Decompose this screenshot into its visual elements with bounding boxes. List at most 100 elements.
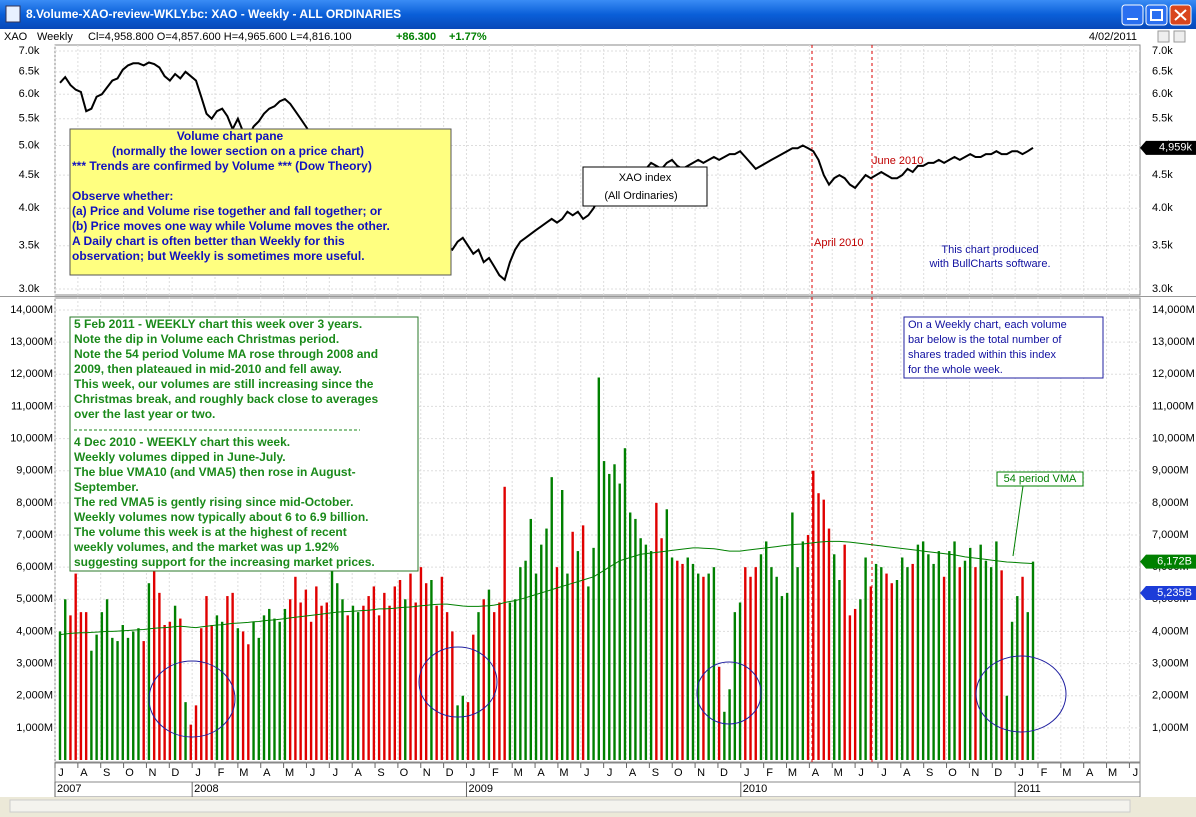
volume-bar bbox=[628, 512, 632, 760]
volume-bar bbox=[791, 512, 794, 760]
minimize-button[interactable] bbox=[1121, 4, 1144, 26]
window-title: 8.Volume-XAO-review-WKLY.bc: XAO - Weekl… bbox=[26, 7, 401, 21]
volume-bar bbox=[901, 557, 904, 760]
volume-bar bbox=[963, 560, 967, 760]
volume-bar bbox=[330, 567, 334, 760]
volume-bar bbox=[843, 544, 846, 760]
volume-bar bbox=[670, 557, 674, 760]
info-note-line: bar below is the total number of bbox=[908, 334, 1062, 346]
volume-bar bbox=[513, 599, 517, 760]
value-tag-label: 5,235B bbox=[1157, 587, 1192, 599]
volume-bar bbox=[482, 599, 485, 760]
volume-bar bbox=[571, 531, 574, 760]
volume-bar bbox=[451, 631, 454, 760]
x-tick-label: A bbox=[537, 767, 545, 779]
volume-bar bbox=[95, 634, 98, 760]
maximize-button[interactable] bbox=[1145, 4, 1168, 26]
y-tick-label-right: 6.0k bbox=[1152, 88, 1173, 100]
volume-bar bbox=[759, 554, 763, 760]
volume-bar bbox=[487, 589, 491, 760]
volume-bar bbox=[1005, 695, 1009, 760]
y-tick-label-right: 7.0k bbox=[1152, 45, 1173, 57]
volume-bar bbox=[702, 576, 705, 760]
volume-bar bbox=[247, 644, 250, 760]
vma-line bbox=[59, 540, 1034, 636]
volume-bar bbox=[566, 573, 569, 760]
volume-bar bbox=[498, 602, 501, 760]
volume-bar bbox=[765, 541, 768, 760]
volume-bar bbox=[932, 563, 935, 760]
pane-close[interactable] bbox=[1173, 30, 1186, 43]
y-tick-label: 9,000M bbox=[16, 465, 53, 477]
y-tick-label: 4.0k bbox=[19, 202, 40, 214]
pane-minimize[interactable] bbox=[1157, 30, 1170, 43]
y-tick-label: 3,000M bbox=[16, 657, 53, 669]
volume-bar bbox=[58, 631, 62, 760]
volume-bar bbox=[979, 544, 982, 760]
y-tick-label: 14,000M bbox=[10, 304, 53, 316]
volume-bar bbox=[372, 586, 376, 760]
volume-bar bbox=[754, 567, 757, 760]
y-tick-label: 2,000M bbox=[16, 690, 53, 702]
y-tick-label: 6,000M bbox=[16, 561, 53, 573]
x-tick-label: O bbox=[674, 767, 683, 779]
y-tick-label: 6.0k bbox=[19, 88, 40, 100]
volume-bar bbox=[775, 576, 778, 760]
volume-bar bbox=[158, 592, 161, 760]
volume-bar bbox=[69, 615, 72, 760]
volume-bar bbox=[90, 650, 93, 760]
x-tick-label: M bbox=[1062, 767, 1071, 779]
volume-bar bbox=[592, 547, 595, 760]
info-bar bbox=[0, 29, 1196, 44]
x-tick-label: D bbox=[171, 767, 179, 779]
highlight-circle bbox=[148, 660, 236, 738]
scroll-track[interactable] bbox=[9, 799, 1131, 813]
volume-bar bbox=[686, 557, 689, 760]
volume-bar bbox=[576, 551, 580, 760]
volume-bar bbox=[817, 493, 820, 760]
x-tick-label: J bbox=[858, 767, 864, 779]
x-tick-label: F bbox=[218, 767, 225, 779]
x-tick-label: A bbox=[263, 767, 271, 779]
y-tick-label: 5.0k bbox=[19, 139, 40, 151]
x-tick-label: D bbox=[994, 767, 1002, 779]
y-tick-label: 7.0k bbox=[19, 45, 40, 57]
x-tick-label: O bbox=[125, 767, 134, 779]
volume-bar bbox=[613, 464, 616, 760]
vma-legend: 54 period VMA bbox=[1004, 473, 1077, 485]
y-tick-label-right: 10,000M bbox=[1152, 432, 1195, 444]
volume-bar bbox=[466, 702, 470, 760]
volume-bar bbox=[315, 586, 318, 760]
volume-note-line: This week, our volumes are still increas… bbox=[74, 377, 374, 391]
volume-bar bbox=[958, 567, 961, 760]
volume-bar bbox=[404, 599, 407, 760]
volume-bar bbox=[435, 605, 438, 760]
x-tick-label: N bbox=[148, 767, 156, 779]
y-tick-label-right: 11,000M bbox=[1152, 400, 1194, 412]
x-tick-label: J bbox=[1018, 767, 1024, 779]
x-tick-label: J bbox=[58, 767, 64, 779]
value-tag bbox=[1140, 586, 1196, 600]
y-tick-label: 13,000M bbox=[10, 336, 53, 348]
x-tick-label: A bbox=[80, 767, 88, 779]
volume-bar bbox=[869, 586, 873, 760]
year-label: 2008 bbox=[194, 783, 218, 795]
volume-note-line: 4 Dec 2010 - WEEKLY chart this week. bbox=[74, 435, 290, 449]
x-tick-label: S bbox=[652, 767, 659, 779]
x-tick-label: J bbox=[584, 767, 590, 779]
volume-bar bbox=[796, 567, 799, 760]
volume-bar bbox=[948, 551, 951, 760]
x-tick-label: A bbox=[1086, 767, 1094, 779]
price-note-line: *** Trends are confirmed by Volume *** (… bbox=[72, 159, 372, 173]
volume-bar bbox=[252, 621, 255, 760]
window-button-icons bbox=[1127, 9, 1187, 21]
volume-bar bbox=[989, 567, 993, 760]
volume-bar bbox=[320, 605, 323, 760]
volume-bar bbox=[1026, 612, 1029, 760]
volume-note-line: 2009, then plateaued in mid-2010 and fel… bbox=[74, 362, 342, 376]
volume-bar bbox=[639, 538, 642, 760]
y-tick-label-right: 3.5k bbox=[1152, 240, 1173, 252]
volume-bar bbox=[545, 528, 548, 760]
volume-bar bbox=[911, 563, 914, 760]
